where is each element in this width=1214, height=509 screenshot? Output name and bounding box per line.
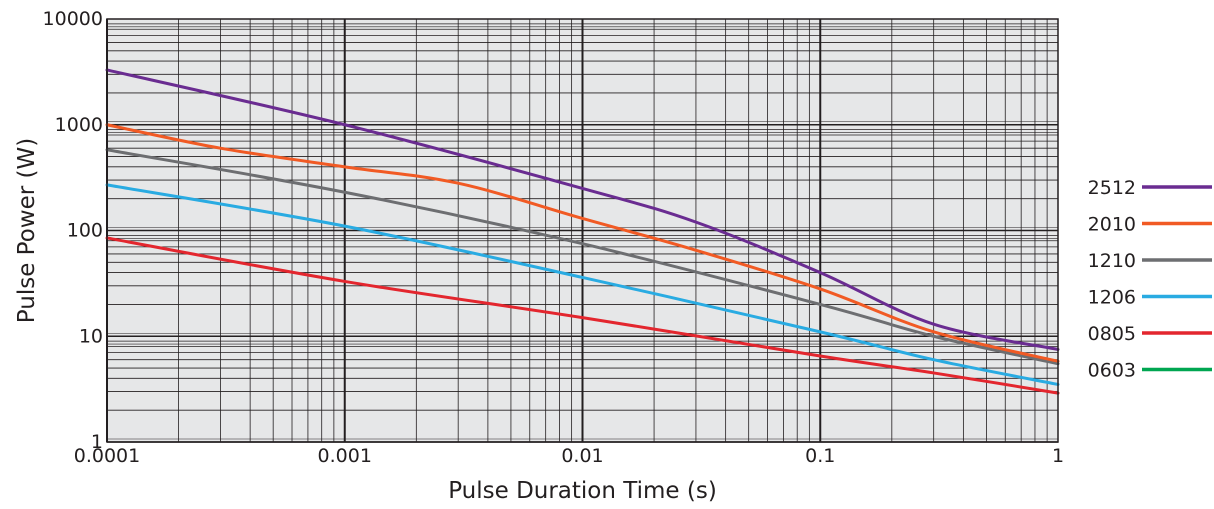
x-tick-label: 0.01 — [561, 445, 603, 467]
series-lines — [105, 68, 1060, 395]
x-tick-label: 0.0001 — [74, 445, 140, 467]
legend-label-2010: 2010 — [1088, 214, 1136, 236]
legend: 2512 2010 1210 1206 0805 0603 — [1088, 177, 1212, 382]
x-axis-title: Pulse Duration Time (s) — [448, 478, 717, 504]
plot-frame — [106, 18, 1059, 443]
series-line-1210 — [105, 148, 1060, 366]
series-line-2512 — [105, 68, 1060, 351]
x-tick-label: 1 — [1052, 445, 1064, 467]
y-tick-label: 100 — [67, 220, 103, 242]
x-tick-label: 0.1 — [805, 445, 835, 467]
x-tick-labels: 0.0001 0.001 0.01 0.1 1 — [74, 445, 1064, 467]
x-tick-label: 0.001 — [318, 445, 372, 467]
series-line-0805 — [105, 236, 1060, 395]
y-axis-title: Pulse Power (W) — [14, 138, 40, 323]
legend-label-0805: 0805 — [1088, 323, 1136, 345]
y-tick-label: 10 — [79, 325, 103, 347]
legend-label-2512: 2512 — [1088, 177, 1136, 199]
legend-label-1210: 1210 — [1088, 250, 1136, 272]
series-line-2010 — [105, 123, 1060, 363]
y-tick-label: 1000 — [55, 114, 103, 136]
y-tick-label: 10000 — [43, 8, 103, 30]
legend-label-0603: 0603 — [1088, 360, 1136, 382]
y-tick-label: 1 — [91, 431, 103, 453]
y-tick-labels: 1 10 100 1000 10000 — [43, 8, 103, 453]
legend-label-1206: 1206 — [1088, 287, 1136, 309]
series-line-1206 — [105, 183, 1060, 386]
